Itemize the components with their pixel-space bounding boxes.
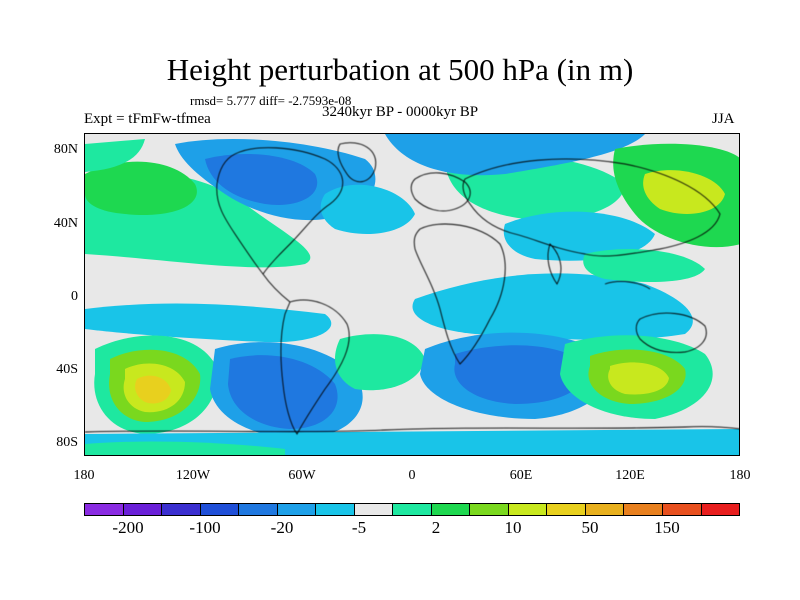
- colorbar-swatch-0: [85, 504, 124, 515]
- coastline-south-america: [280, 299, 350, 435]
- coastline-asia: [462, 158, 721, 257]
- contour-map: [85, 134, 739, 455]
- colorbar-swatch-9: [431, 504, 471, 515]
- contour-yellow-east-asia: [643, 170, 725, 214]
- colorbar-label-6: 50: [581, 518, 599, 537]
- map-panel: [84, 133, 740, 456]
- colorbar-label-7: 150: [654, 518, 680, 537]
- coastline-europe: [410, 172, 471, 212]
- colorbar-swatch-15: [662, 504, 702, 515]
- y-tick-40n: 40N: [53, 216, 78, 231]
- contour-cyan-indian-ocean: [412, 273, 693, 340]
- season-label: JJA: [712, 111, 735, 127]
- contour-darkblue-southern-indian: [454, 345, 586, 404]
- x-tick-60w: 60W: [288, 468, 316, 483]
- colorbar-swatch-3: [200, 504, 240, 515]
- contour-orange-south-pacific: [135, 375, 171, 404]
- y-tick-80n: 80N: [53, 142, 78, 157]
- contour-green-north-pacific: [85, 161, 197, 215]
- colorbar: [84, 503, 740, 516]
- contour-darkblue-south-america: [228, 355, 338, 429]
- contour-blue-arctic: [385, 134, 645, 176]
- colorbar-swatch-11: [508, 504, 548, 515]
- colorbar-swatch-14: [624, 504, 663, 515]
- colorbar-swatch-1: [123, 504, 163, 515]
- y-tick-0: 0: [71, 289, 78, 304]
- x-tick-120w: 120W: [175, 468, 211, 483]
- colorbar-swatch-16: [701, 504, 740, 515]
- colorbar-swatch-13: [585, 504, 625, 515]
- x-tick-0: 0: [408, 468, 416, 483]
- contour-yellow-australia-south: [608, 362, 669, 395]
- contour-darkblue-canada: [205, 154, 318, 205]
- contour-green-maritime: [583, 249, 705, 282]
- x-tick-120e: 120E: [615, 468, 645, 483]
- colorbar-label-2: -20: [270, 518, 294, 537]
- coastline-australia: [635, 312, 707, 353]
- coastline-indonesia: [604, 281, 651, 290]
- contour-green-south-atlantic: [335, 334, 425, 391]
- coastline-africa: [413, 223, 506, 365]
- colorbar-swatch-5: [277, 504, 317, 515]
- colorbar-swatch-2: [162, 504, 201, 515]
- coastline-greenland: [337, 142, 377, 183]
- coastlines: [85, 142, 739, 435]
- coastline-central-america: [262, 273, 291, 303]
- colorbar-swatch-10: [470, 504, 509, 515]
- coastline-north-america: [216, 147, 344, 275]
- coastline-antarctica: [85, 426, 739, 433]
- chart-title: Height perturbation at 500 hPa (in m): [166, 52, 634, 87]
- contour-cyan-asia: [503, 211, 655, 261]
- colorbar-swatch-7: [354, 504, 394, 515]
- colorbar-swatch-6: [316, 504, 355, 515]
- x-tick-180w: 180: [73, 468, 95, 483]
- colorbar-label-5: 10: [504, 518, 522, 537]
- colorbar-label-0: -200: [112, 518, 144, 537]
- y-tick-40s: 40S: [56, 362, 78, 377]
- y-tick-80s: 80S: [56, 435, 78, 450]
- experiment-label: Expt = tFmFw-tfmea: [84, 111, 211, 127]
- colorbar-swatch-12: [547, 504, 586, 515]
- contour-green-northwest: [85, 139, 145, 172]
- contour-cyan-tropical-pacific: [85, 303, 332, 343]
- x-tick-180e: 180: [729, 468, 751, 483]
- coastline-india: [547, 243, 562, 285]
- stats-label: rmsd= 5.777 diff= -2.7593e-08: [190, 93, 352, 108]
- colorbar-label-3: -5: [351, 518, 367, 537]
- x-tick-60e: 60E: [509, 468, 533, 483]
- colorbar-swatch-8: [393, 504, 432, 515]
- colorbar-label-4: 2: [431, 518, 441, 537]
- colorbar-swatch-4: [239, 504, 278, 515]
- contour-green-antarctic: [85, 441, 285, 455]
- period-label: 3240kyr BP - 0000kyr BP: [322, 104, 479, 120]
- contour-cyan-north-atlantic: [320, 184, 415, 234]
- colorbar-label-1: -100: [189, 518, 221, 537]
